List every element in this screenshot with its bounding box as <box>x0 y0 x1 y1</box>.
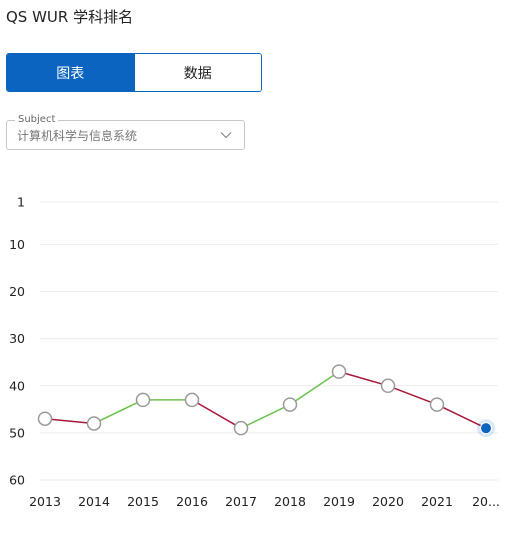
x-tick-label: 2018 <box>274 494 306 509</box>
y-axis-labels: 1 10 20 30 40 50 60 <box>9 195 25 488</box>
x-tick-label: 2016 <box>176 494 208 509</box>
series-segment <box>191 399 242 429</box>
data-point[interactable] <box>282 397 298 412</box>
x-tick-label: 2014 <box>78 494 110 509</box>
subject-select[interactable]: Subject 计算机科学与信息系统 <box>6 113 245 150</box>
series-segment <box>387 385 438 406</box>
data-point[interactable] <box>37 411 53 426</box>
view-toggle: 图表 数据 <box>6 53 262 92</box>
x-tick-label: 2015 <box>127 494 159 509</box>
current-data-point[interactable] <box>480 422 492 435</box>
y-tick-label: 1 <box>17 195 25 210</box>
x-tick-label: 2013 <box>29 494 61 509</box>
data-point[interactable] <box>331 364 347 379</box>
y-tick-label: 40 <box>9 378 25 393</box>
y-tick-label: 50 <box>9 425 25 440</box>
data-view-button[interactable]: 数据 <box>133 54 261 91</box>
series-segment <box>93 399 144 425</box>
y-tick-label: 60 <box>9 473 25 488</box>
chart-view-button[interactable]: 图表 <box>7 54 134 91</box>
data-point[interactable] <box>135 392 151 408</box>
series-segment <box>436 403 487 429</box>
y-tick-label: 20 <box>9 284 25 299</box>
y-tick-label: 30 <box>9 331 25 346</box>
subject-select-label: Subject <box>15 113 59 127</box>
y-tick-label: 10 <box>9 237 25 252</box>
chart-points <box>37 364 495 438</box>
data-point[interactable] <box>233 420 249 436</box>
page-title: QS WUR 学科排名 <box>6 8 134 26</box>
chart-grid <box>40 201 498 481</box>
series-segment <box>338 370 389 387</box>
data-point[interactable] <box>380 378 396 394</box>
x-axis-labels: 2013 2014 2015 2016 2017 2018 2019 2020 2021 20..… <box>29 494 500 509</box>
series-segment <box>44 417 95 425</box>
x-tick-label: 20... <box>472 494 500 509</box>
data-point[interactable] <box>429 397 445 412</box>
x-tick-label: 2020 <box>372 494 404 509</box>
series-segment <box>289 371 340 406</box>
x-tick-label: 2019 <box>323 494 355 509</box>
x-tick-label: 2017 <box>225 494 257 509</box>
chart-lines <box>44 370 487 429</box>
data-point[interactable] <box>184 392 200 408</box>
data-point[interactable] <box>86 416 102 431</box>
x-tick-label: 2021 <box>421 494 453 509</box>
chevron-down-icon[interactable] <box>220 129 232 141</box>
subject-select-value: 计算机科学与信息系统 <box>17 129 138 143</box>
series-segment <box>240 403 291 429</box>
